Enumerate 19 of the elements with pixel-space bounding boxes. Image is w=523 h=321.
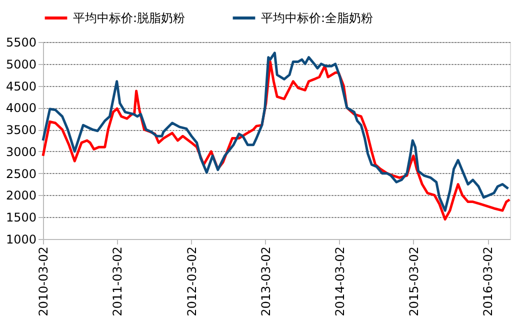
y-tick-label: 4500 [6, 79, 36, 94]
y-tick-label: 3000 [6, 144, 36, 159]
y-tick-label: 1000 [6, 232, 36, 246]
x-tick-label: 2016-03-02 [481, 246, 496, 316]
y-tick-label: 5500 [6, 36, 36, 50]
y-tick-label: 2000 [6, 188, 36, 203]
x-tick-label: 2010-03-02 [36, 246, 50, 316]
legend-label: 平均中标价:全脂奶粉 [261, 11, 374, 25]
legend-label: 平均中标价:脱脂奶粉 [73, 11, 186, 25]
y-tick-label: 5000 [6, 57, 36, 72]
x-tick-label: 2012-03-02 [184, 246, 199, 316]
y-tick-label: 1500 [6, 210, 36, 225]
x-tick-label: 2015-03-02 [406, 246, 421, 316]
y-tick-label: 4000 [6, 101, 36, 116]
y-tick-label: 3500 [6, 123, 36, 138]
x-tick-label: 2011-03-02 [110, 246, 125, 316]
y-tick-label: 2500 [6, 166, 36, 181]
x-tick-label: 2014-03-02 [332, 246, 347, 316]
x-tick-label: 2013-03-02 [258, 246, 273, 316]
